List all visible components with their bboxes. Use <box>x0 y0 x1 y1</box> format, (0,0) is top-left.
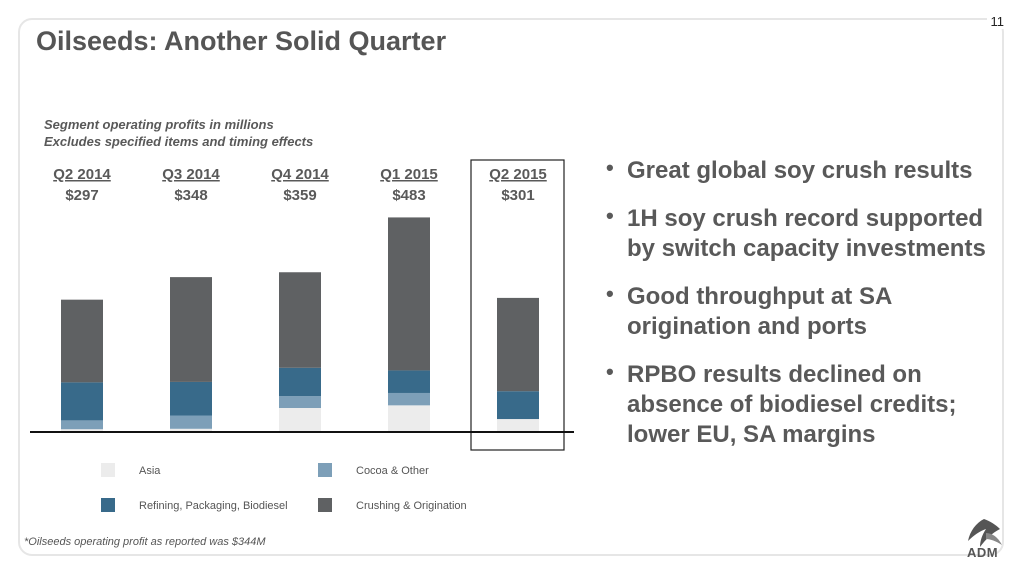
category-label: Q2 2014 <box>53 166 111 183</box>
bar-segment <box>388 370 430 393</box>
slide-title: Oilseeds: Another Solid Quarter <box>36 26 447 56</box>
bar-segment <box>61 420 103 430</box>
subtitle-line-1: Segment operating profits in millions <box>44 117 274 132</box>
bullet-item: • 1H soy crush record supported by switch… <box>606 203 1006 264</box>
bullet-item: • Great global soy crush results <box>606 155 1006 186</box>
legend-label: Crushing & Origination <box>356 500 467 512</box>
bar-segment <box>279 396 321 409</box>
legend-label: Refining, Packaging, Biodiesel <box>139 500 288 512</box>
page-number: 11 <box>986 14 1008 29</box>
bullet-dot: • <box>606 203 614 228</box>
legend-label: Asia <box>139 465 161 477</box>
legend-swatch <box>101 463 115 477</box>
bullet-dot: • <box>606 359 614 384</box>
bullet-item: • RPBO results declined on absence of bio… <box>606 359 1006 450</box>
bar-segment <box>279 367 321 397</box>
total-label: $483 <box>392 187 425 204</box>
bar-segment <box>388 405 430 431</box>
legend-swatch <box>101 498 115 512</box>
bar-segment <box>170 415 212 429</box>
bar-segment <box>61 429 103 431</box>
subtitle-line-2: Excludes specified items and timing effe… <box>44 134 314 149</box>
bar-segment <box>497 419 539 431</box>
bullet-text: RPBO results declined on absence of biod… <box>627 361 957 448</box>
bar-segment <box>170 428 212 431</box>
bar-segment <box>279 408 321 431</box>
category-label: Q4 2014 <box>271 166 329 183</box>
bullet-list: • Great global soy crush results • 1H soy … <box>606 155 1006 468</box>
bar-segment <box>170 381 212 416</box>
bullet-text: Good throughput at SA origination and po… <box>627 283 892 340</box>
legend-swatch <box>318 463 332 477</box>
bullet-dot: • <box>606 155 614 180</box>
total-label: $348 <box>174 187 207 204</box>
bullet-dot: • <box>606 281 614 306</box>
logo-text: ADM <box>967 545 999 560</box>
bar-segment <box>170 277 212 382</box>
total-label: $297 <box>65 187 98 204</box>
slide-frame <box>18 18 1004 556</box>
bar-segment <box>497 391 539 420</box>
adm-logo-icon <box>968 519 1002 547</box>
bar-segment <box>61 299 103 383</box>
category-label: Q3 2014 <box>162 166 220 183</box>
bar-segment <box>279 272 321 368</box>
stacked-bar-chart: Q2 2014 $297 Q3 2014 $348 Q4 2014 $359 Q1 2015… <box>30 159 574 512</box>
bar-segment <box>388 217 430 371</box>
total-label: $301 <box>501 187 534 204</box>
highlight-box <box>470 159 565 451</box>
footnote: *Oilseeds operating profit as reported w… <box>24 536 266 548</box>
bar-segment <box>61 382 103 421</box>
bullet-text: 1H soy crush record supported by switch … <box>627 205 986 262</box>
legend-label: Cocoa & Other <box>356 465 429 477</box>
bar-segment <box>388 392 430 406</box>
total-label: $359 <box>283 187 316 204</box>
chart-subtitle: Segment operating profits in millions Ex… <box>44 116 313 150</box>
category-label: Q1 2015 <box>380 166 438 183</box>
legend-swatch <box>318 498 332 512</box>
bullet-item: • Good throughput at SA origination and p… <box>606 281 1006 342</box>
bar-segment <box>497 297 539 392</box>
category-label: Q2 2015 <box>489 166 547 183</box>
bullet-text: Great global soy crush results <box>627 157 973 184</box>
